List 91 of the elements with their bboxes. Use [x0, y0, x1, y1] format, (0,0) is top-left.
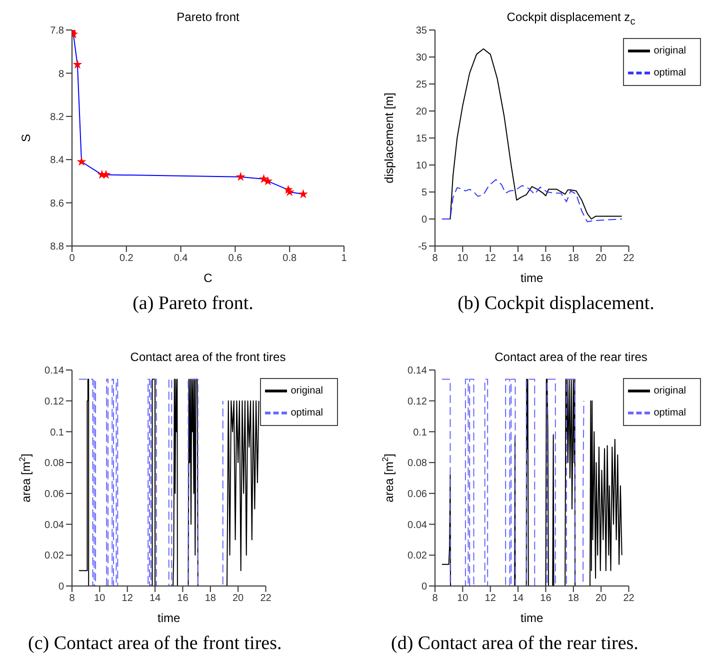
y-tick-label: 15	[416, 134, 428, 145]
legend-label: original	[290, 386, 323, 397]
y-tick-label: 0.02	[408, 550, 428, 562]
point	[284, 187, 294, 196]
x-tick-label: 0.8	[282, 253, 297, 264]
x-tick-label: 16	[177, 593, 189, 604]
text: (c) Contact area of the front tires.	[28, 632, 283, 656]
point	[298, 189, 308, 198]
line-series	[441, 378, 584, 586]
x-axis-title: time	[520, 271, 544, 285]
x-tick-label: 14	[512, 593, 524, 604]
chart-title: Contact area of the front tires	[129, 350, 287, 364]
x-tick-label: 20	[232, 593, 244, 604]
x-tick-label: 18	[568, 593, 580, 604]
point	[72, 60, 82, 69]
x-tick-label: 0.6	[228, 253, 243, 264]
y-axis-title: S	[19, 134, 33, 142]
x-tick-label: 14	[149, 593, 162, 604]
x-tick-label: 12	[484, 253, 496, 264]
y-tick-label: 8.2	[50, 112, 64, 123]
x-tick-label: 12	[122, 593, 134, 604]
y-tick-label: 0.1	[413, 427, 428, 438]
line-series	[441, 179, 622, 222]
y-axis-title: displacement [m]	[382, 92, 396, 184]
chart-title: Contact area of the rear tires	[494, 350, 648, 364]
text: (b) Cockpit displacement.	[456, 292, 656, 316]
x-axis-title: time	[158, 611, 181, 625]
y-tick-label: 0.08	[44, 458, 64, 470]
y-tick-label: 8.6	[50, 198, 64, 210]
y-tick-label: -5	[418, 242, 428, 253]
text: (a) Pareto front.	[132, 292, 254, 316]
y-tick-label: 0.06	[44, 488, 64, 500]
x-tick-label: 8	[432, 253, 438, 264]
x-tick-label: 14	[512, 253, 524, 264]
x-tick-label: 10	[457, 593, 469, 604]
x-tick-label: 18	[204, 593, 216, 604]
point	[76, 156, 86, 166]
y-tick-label: 0.04	[44, 520, 64, 531]
y-tick-label: 20	[416, 106, 428, 118]
legend-label: optimal	[290, 408, 323, 419]
y-tick-label: 0.08	[408, 458, 428, 470]
x-tick-label: 10	[457, 253, 469, 264]
y-tick-label: 0	[421, 582, 428, 593]
x-tick-label: 8	[432, 593, 438, 604]
x-tick-label: 22	[260, 593, 272, 604]
y-tick-label: 0.06	[408, 488, 428, 500]
x-tick-label: 0.2	[119, 253, 134, 264]
y-tick-label: 5	[421, 188, 428, 199]
y-tick-label: 10	[416, 160, 428, 172]
y-tick-label: 0.14	[44, 366, 64, 377]
y-tick-label: 8.8	[50, 242, 64, 253]
y-tick-label: 35	[416, 26, 428, 37]
x-tick-label: 1	[341, 253, 348, 264]
y-tick-label: 0.02	[44, 550, 64, 562]
y-tick-label: 25	[416, 80, 428, 91]
x-tick-label: 16	[540, 253, 552, 264]
y-tick-label: 8	[58, 68, 64, 80]
x-tick-label: 10	[94, 593, 106, 604]
y-tick-label: 30	[416, 52, 428, 64]
legend-label: original	[654, 46, 686, 57]
chart-title: Cockpit displacement z$_{c}$	[506, 10, 636, 28]
point	[236, 172, 246, 181]
x-tick-label: 0.4	[174, 253, 188, 264]
x-axis-title: time	[520, 611, 544, 625]
x-tick-label: 16	[540, 593, 552, 604]
y-tick-label: 0.04	[408, 520, 428, 531]
line-series	[78, 378, 260, 586]
y-tick-label: 7.8	[50, 26, 64, 37]
x-tick-label: 22	[623, 593, 635, 604]
legend-label: optimal	[654, 408, 686, 419]
y-tick-label: 0.1	[50, 427, 64, 438]
y-tick-label: 0	[421, 214, 428, 226]
y-tick-label: 0.12	[408, 396, 428, 408]
text: (d) Contact area of the rear tires.	[391, 632, 640, 656]
x-axis-title: C	[204, 271, 213, 285]
line-series	[441, 378, 622, 586]
chart-title: Pareto front	[176, 10, 240, 24]
x-tick-label: 0	[69, 253, 76, 264]
legend-label: optimal	[654, 68, 686, 79]
x-tick-label: 8	[69, 593, 76, 604]
point	[263, 176, 273, 186]
x-tick-label: 12	[484, 593, 496, 604]
y-tick-label: 0	[58, 582, 64, 593]
y-tick-label: 0.14	[408, 366, 428, 377]
x-tick-label: 20	[596, 593, 608, 604]
x-tick-label: 22	[623, 253, 635, 264]
y-tick-label: 0.12	[44, 396, 64, 408]
y-tick-label: 8.4	[50, 155, 64, 166]
legend-label: original	[654, 386, 686, 397]
x-tick-label: 20	[596, 253, 608, 264]
x-tick-label: 18	[568, 253, 580, 264]
